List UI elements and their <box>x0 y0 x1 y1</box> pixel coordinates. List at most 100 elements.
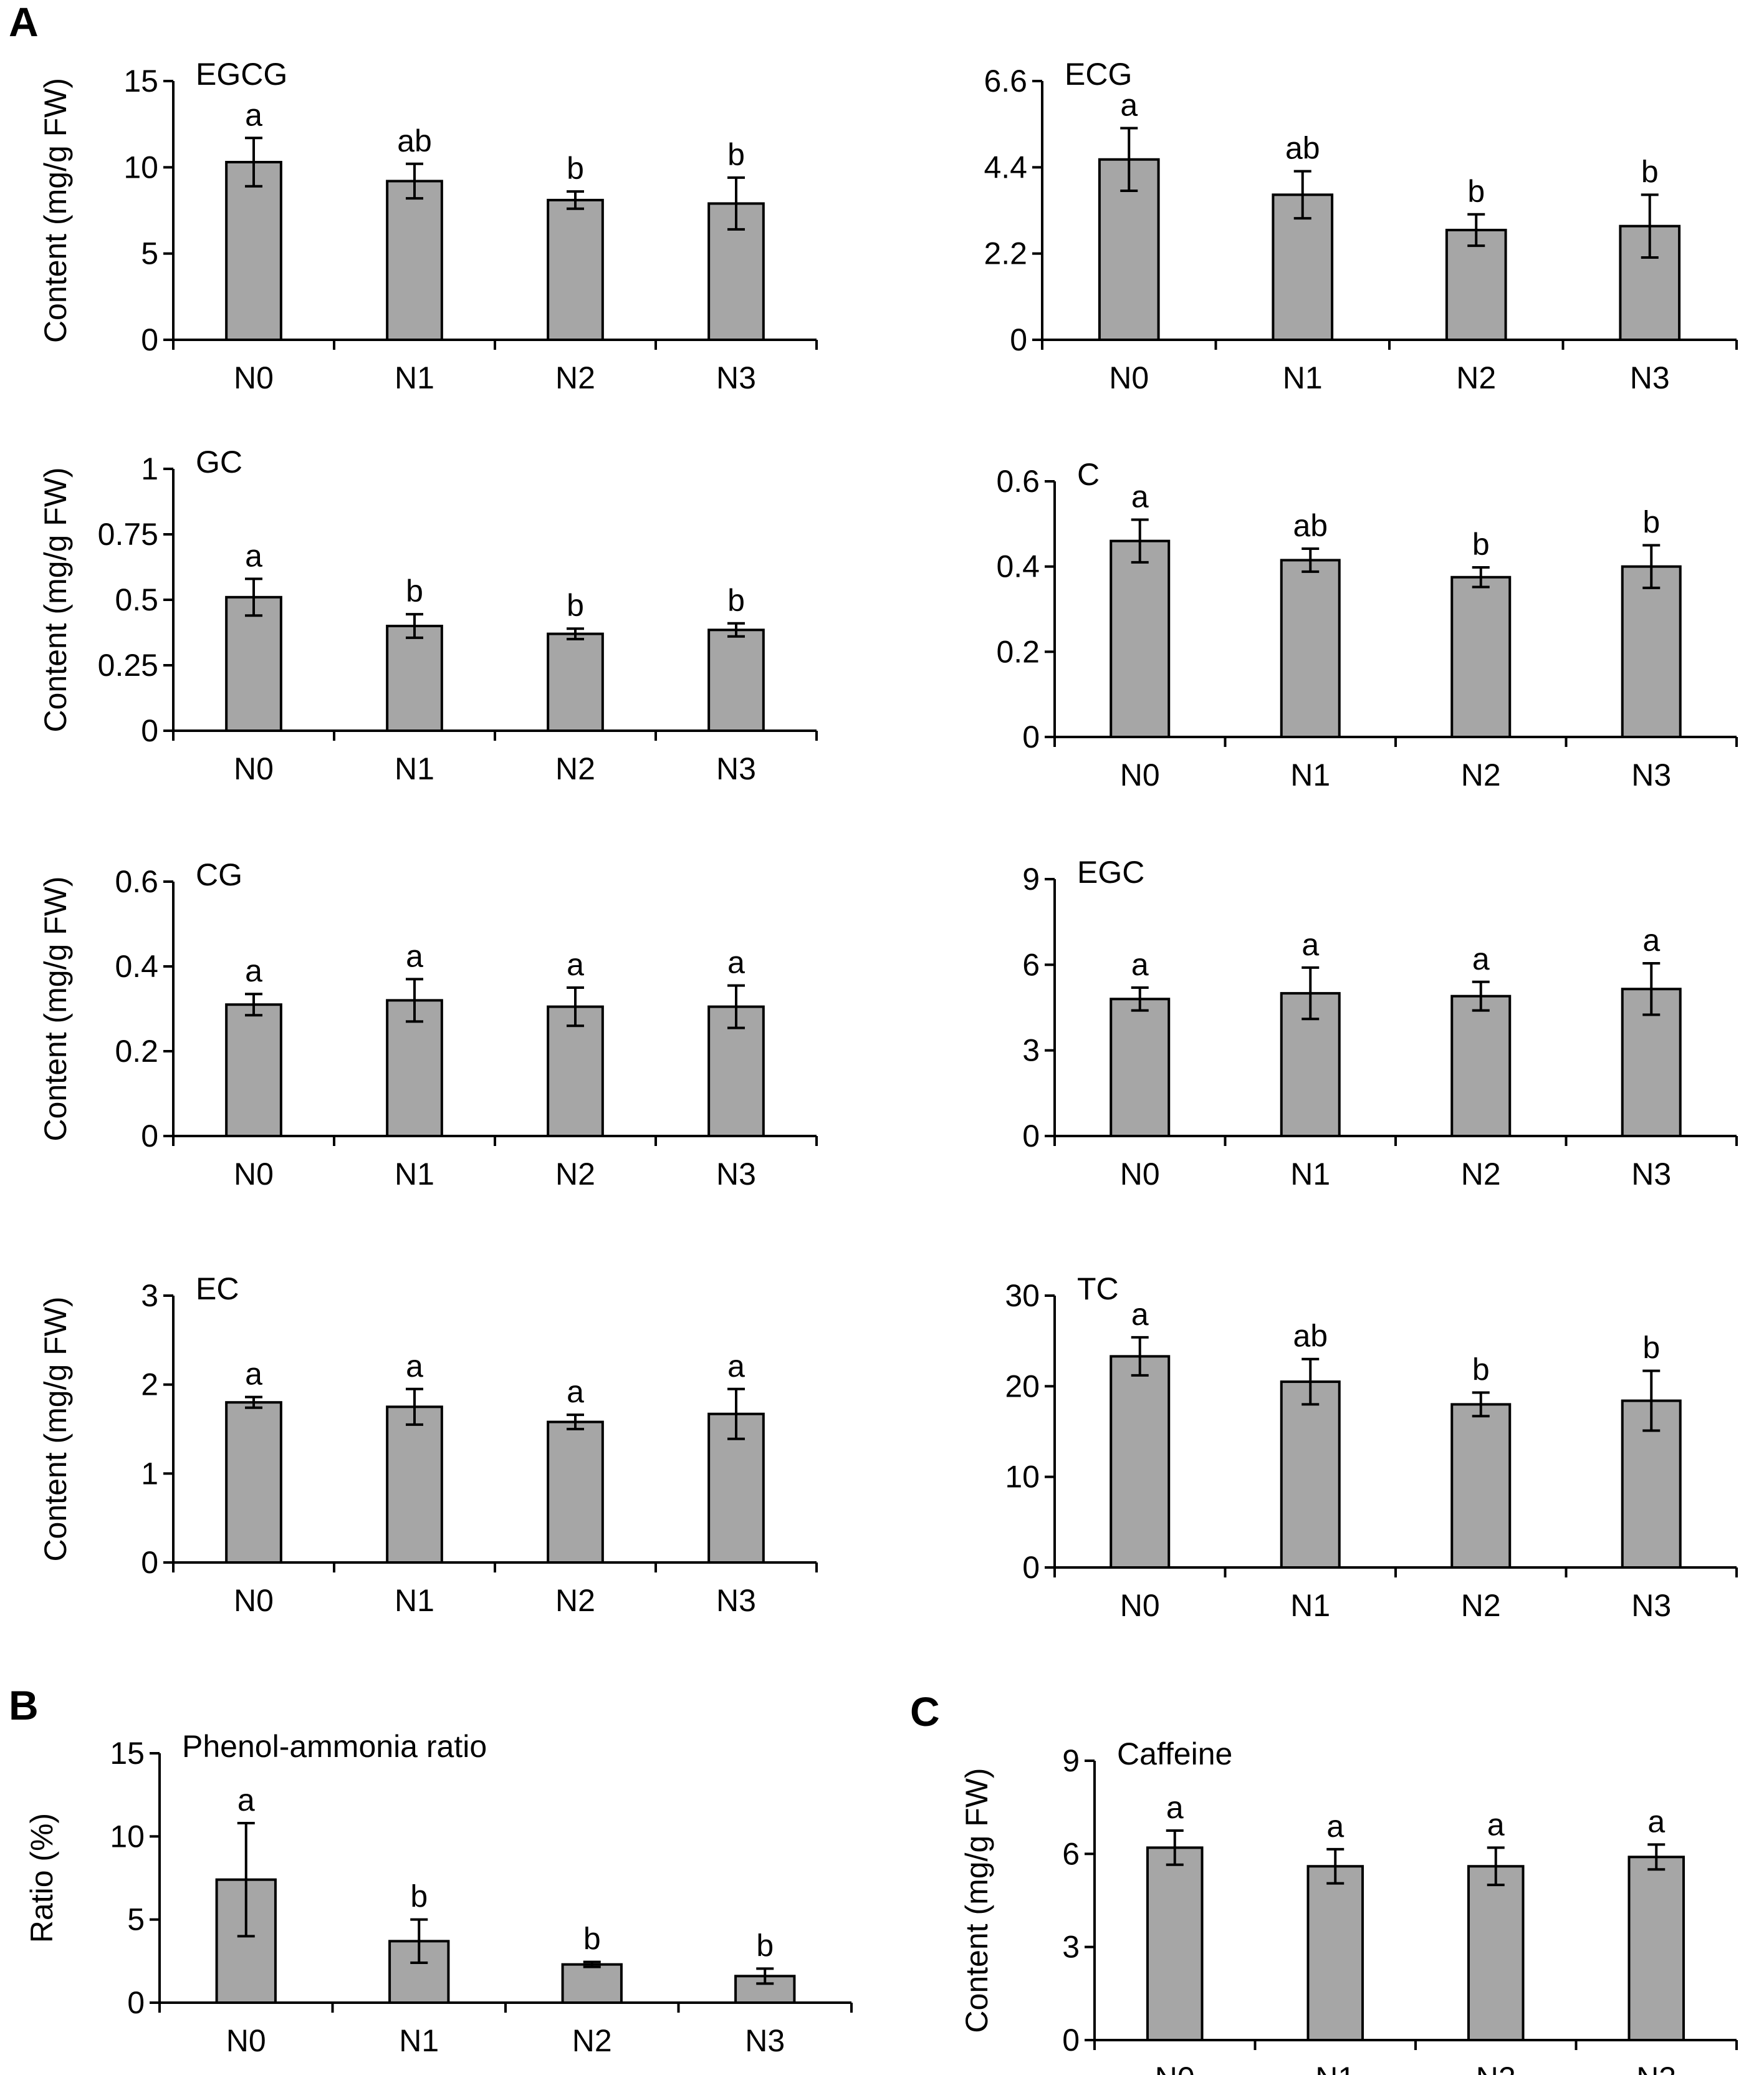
significance-label: a <box>1642 923 1660 958</box>
significance-label: a <box>1120 87 1138 122</box>
chart-phenol_ammonia: 0 5 10 15 a N0 b N1 b N2 b N3 Phenol-ammonia ratio Ra… <box>24 1729 853 2058</box>
category-label: N2 <box>572 2023 612 2058</box>
chart-title: Phenol-ammonia ratio <box>182 1729 487 1764</box>
panel-label-c: C <box>910 1688 940 1735</box>
category-label: N1 <box>395 1157 434 1192</box>
y-tick-label: 3 <box>1062 1930 1080 1965</box>
significance-label: a <box>1472 941 1490 976</box>
category-label: N0 <box>234 360 274 395</box>
category-label: N2 <box>1456 360 1496 395</box>
category-label: N2 <box>555 1583 595 1618</box>
bar-N0 <box>225 1401 282 1564</box>
significance-label: b <box>410 1879 428 1914</box>
chart-title: ECG <box>1065 57 1132 92</box>
significance-label: b <box>727 583 745 618</box>
category-label: N3 <box>1631 758 1671 792</box>
y-tick-label: 5 <box>127 1902 145 1937</box>
bar-N3 <box>1621 565 1682 739</box>
y-tick-label: 0 <box>1022 720 1040 754</box>
bar-N2 <box>1450 1403 1512 1569</box>
significance-label: b <box>1472 527 1490 562</box>
y-tick-label: 0.4 <box>996 549 1040 584</box>
y-tick-label: 0.6 <box>996 464 1040 499</box>
significance-label: b <box>406 574 423 609</box>
y-tick-label: 3 <box>1022 1033 1040 1068</box>
significance-label: ab <box>397 123 432 158</box>
category-label: N2 <box>1461 758 1501 792</box>
significance-label: a <box>1131 1297 1149 1332</box>
category-label: N0 <box>226 2023 266 2058</box>
category-label: N0 <box>234 751 274 786</box>
bar-N0 <box>1110 1355 1171 1569</box>
y-axis-label: Content (mg/g FW) <box>959 1768 994 2033</box>
significance-label: a <box>1131 479 1149 514</box>
category-label: N1 <box>1290 1157 1330 1192</box>
y-tick-label: 0.75 <box>98 517 158 552</box>
category-label: N2 <box>555 360 595 395</box>
bar-N1 <box>386 1405 443 1564</box>
bar-N0 <box>1146 1846 1204 2041</box>
significance-label: a <box>406 1349 423 1384</box>
y-tick-label: 0 <box>1010 322 1027 357</box>
significance-label: a <box>1131 947 1149 982</box>
category-label: N3 <box>1636 2061 1676 2075</box>
significance-label: b <box>756 1928 774 1963</box>
y-tick-label: 10 <box>110 1819 145 1854</box>
bar-N2 <box>547 1005 604 1137</box>
significance-label: a <box>237 1783 255 1817</box>
y-tick-label: 0 <box>141 322 158 357</box>
significance-label: a <box>245 953 262 988</box>
y-tick-label: 0 <box>1022 1550 1040 1585</box>
category-label: N1 <box>1290 1588 1330 1623</box>
chart-egcg: 0 5 10 15 a N0 ab N1 b N2 b N3 EGCG Content (mg/g FW) <box>38 57 818 395</box>
significance-label: a <box>406 938 423 973</box>
significance-label: ab <box>1293 508 1328 543</box>
y-axis-label: Content (mg/g FW) <box>38 876 73 1141</box>
category-label: N1 <box>395 360 434 395</box>
bar-N2 <box>547 632 604 732</box>
category-label: N0 <box>234 1157 274 1192</box>
y-tick-label: 0.25 <box>98 648 158 683</box>
category-label: N2 <box>555 1157 595 1192</box>
chart-title: Caffeine <box>1117 1736 1232 1771</box>
category-label: N3 <box>716 1583 756 1618</box>
category-label: N3 <box>1631 1588 1671 1623</box>
significance-label: a <box>245 538 262 573</box>
y-tick-label: 5 <box>141 236 158 271</box>
significance-label: b <box>567 151 584 186</box>
y-tick-label: 1 <box>141 451 158 486</box>
category-label: N3 <box>745 2023 785 2058</box>
chart-tc: 0 10 20 30 a N0 ab N1 b N2 b N3 TC <box>1005 1271 1738 1623</box>
y-axis-label: Content (mg/g FW) <box>38 1296 73 1561</box>
chart-c: 0 0.2 0.4 0.6 a N0 ab N1 b N2 b N3 C <box>996 457 1738 792</box>
chart-ecg: 0 2.2 4.4 6.6 a N0 ab N1 b N2 b N3 ECG <box>984 57 1738 395</box>
y-axis-label: Content (mg/g FW) <box>38 467 73 732</box>
y-tick-label: 0 <box>141 1119 158 1153</box>
category-label: N0 <box>1120 1588 1160 1623</box>
category-label: N3 <box>1630 360 1670 395</box>
category-label: N0 <box>1120 1157 1160 1192</box>
y-tick-label: 20 <box>1005 1369 1040 1403</box>
bar-N2 <box>1450 575 1512 738</box>
significance-label: b <box>1642 505 1660 540</box>
panel-label-b: B <box>9 1682 39 1728</box>
bar-N0 <box>225 161 282 341</box>
significance-label: ab <box>1285 131 1320 166</box>
significance-label: b <box>567 588 584 623</box>
y-tick-label: 9 <box>1022 862 1040 897</box>
significance-label: b <box>1641 154 1659 189</box>
chart-title: EGC <box>1077 855 1144 890</box>
y-tick-label: 0.6 <box>115 864 158 899</box>
category-label: N0 <box>1120 758 1160 792</box>
bar-N2 <box>547 1420 604 1564</box>
category-label: N1 <box>395 1583 434 1618</box>
significance-label: a <box>245 1357 262 1392</box>
bar-N1 <box>386 180 443 342</box>
y-tick-label: 3 <box>141 1278 158 1313</box>
y-tick-label: 6.6 <box>984 64 1027 99</box>
significance-label: a <box>1301 927 1319 962</box>
y-tick-label: 9 <box>1062 1743 1080 1778</box>
y-tick-label: 6 <box>1022 947 1040 982</box>
